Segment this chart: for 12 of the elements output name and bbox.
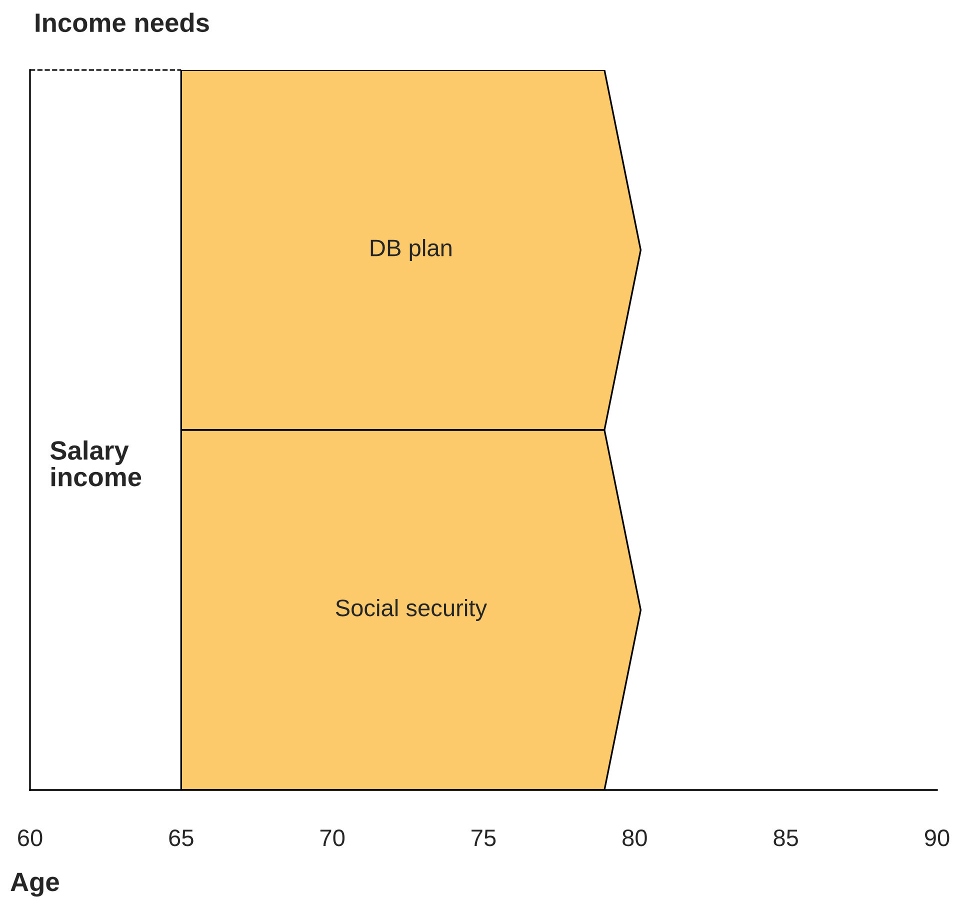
x-tick-label: 65 [169,830,194,846]
x-tick-label: 90 [924,830,950,846]
x-tick-label: 80 [622,830,647,846]
y-tick-label: DB plan [370,238,452,262]
chart-title: Income needs [36,12,209,32]
y-tick-label: Social security [336,598,488,622]
annotation: Salary income [50,440,142,486]
x-axis-title: Age [10,872,59,897]
x-tick-label: 70 [320,830,345,846]
x-tick-label: 85 [774,830,798,846]
x-tick-label: 60 [18,830,42,846]
x-tick-label: 75 [472,830,496,846]
